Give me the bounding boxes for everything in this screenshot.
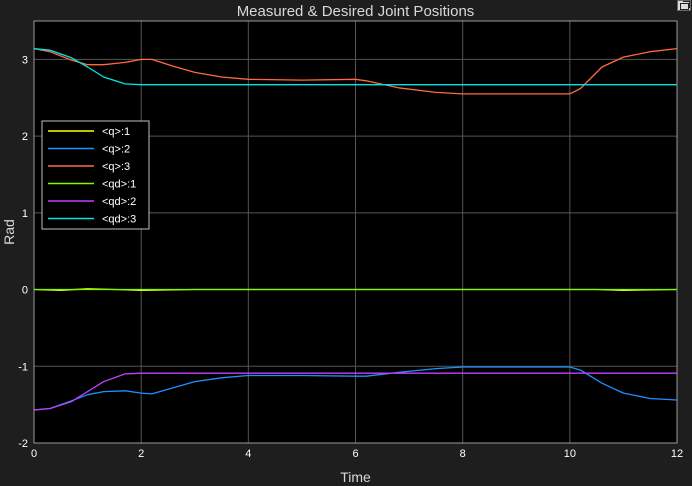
y-tick-label: 1	[22, 208, 28, 220]
legend-label: <q>:3	[102, 161, 130, 173]
y-tick-label: 2	[22, 131, 28, 143]
y-axis-title: Rad	[1, 219, 17, 245]
arrow-icon	[683, 1, 690, 8]
x-tick-label: 0	[31, 448, 37, 460]
legend-item[interactable]: <q>:2	[48, 144, 130, 156]
x-tick-label: 8	[460, 448, 466, 460]
legend-label: <q>:1	[102, 126, 130, 138]
undock-restore-icon	[680, 3, 689, 10]
legend-label: <q>:2	[102, 144, 130, 156]
legend-item[interactable]: <q>:3	[48, 161, 130, 173]
legend-item[interactable]: <q>:1	[48, 126, 130, 138]
x-axis-title: Time	[340, 469, 371, 485]
series-line-5	[33, 372, 677, 411]
legend-item[interactable]: <qd>:2	[48, 196, 136, 208]
y-tick-label: -1	[18, 361, 28, 373]
x-tick-label: 2	[138, 448, 144, 460]
series-line-6	[33, 47, 677, 86]
restore-button[interactable]	[677, 0, 691, 11]
x-tick-label: 10	[564, 448, 576, 460]
series-line-3	[33, 47, 678, 95]
x-tick-label: 6	[352, 448, 358, 460]
legend-label: <qd>:3	[102, 214, 136, 226]
y-tick-label: 0	[22, 285, 28, 297]
legend-label: <qd>:1	[102, 179, 136, 191]
series-line-2	[33, 366, 678, 411]
legend-item[interactable]: <qd>:3	[48, 214, 136, 226]
y-tick-label: -2	[18, 438, 28, 450]
x-tick-label: 12	[671, 448, 683, 460]
legend[interactable]: <q>:1 <q>:2 <q>:3 <qd>:1 <qd>:2 <qd>:3	[41, 120, 150, 230]
chart-title: Measured & Desired Joint Positions	[237, 3, 475, 20]
legend-label: <qd>:2	[102, 196, 136, 208]
legend-item[interactable]: <qd>:1	[48, 179, 136, 191]
x-tick-label: 4	[245, 448, 251, 460]
series-layer	[33, 47, 678, 411]
legend-box	[41, 120, 150, 230]
legend-items: <q>:1 <q>:2 <q>:3 <qd>:1 <qd>:2 <qd>:3	[48, 126, 136, 226]
plot-border	[33, 20, 678, 444]
y-tick-label: 3	[22, 54, 28, 66]
